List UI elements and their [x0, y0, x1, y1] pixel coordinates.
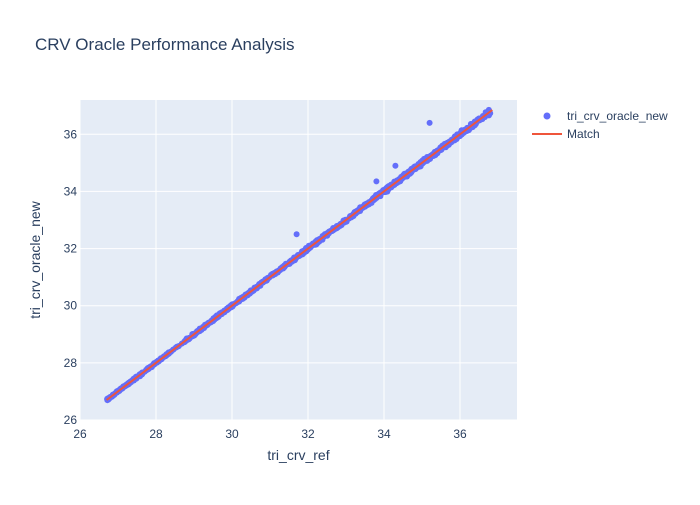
y-axis-title: tri_crv_oracle_new: [27, 200, 43, 318]
x-tick-label: 26: [73, 427, 87, 441]
y-tick-labels: 26 28 30 32 34 36: [64, 127, 78, 427]
x-tick-label: 36: [453, 427, 467, 441]
y-tick-label: 28: [64, 356, 78, 370]
legend-item-match[interactable]: Match: [532, 127, 600, 141]
match-line-layer: [105, 109, 493, 401]
legend-label-points: tri_crv_oracle_new: [567, 109, 668, 123]
x-tick-label: 34: [377, 427, 391, 441]
x-tick-label: 28: [149, 427, 163, 441]
y-tick-label: 26: [64, 413, 78, 427]
chart-title: CRV Oracle Performance Analysis: [35, 35, 295, 54]
outlier-point[interactable]: [293, 231, 300, 238]
x-axis-title: tri_crv_ref: [267, 447, 329, 463]
outlier-point[interactable]: [392, 162, 399, 169]
outlier-point[interactable]: [373, 178, 380, 185]
y-tick-label: 32: [64, 242, 78, 256]
x-tick-label: 30: [225, 427, 239, 441]
match-line[interactable]: [105, 109, 493, 401]
outlier-point[interactable]: [426, 119, 433, 126]
x-tick-label: 32: [301, 427, 315, 441]
y-tick-label: 36: [64, 127, 78, 141]
y-tick-label: 34: [64, 184, 78, 198]
y-tick-label: 30: [64, 299, 78, 313]
legend-marker-points: [543, 112, 551, 120]
x-tick-labels: 26 28 30 32 34 36: [73, 427, 467, 441]
legend-item-points[interactable]: tri_crv_oracle_new: [543, 109, 669, 123]
legend: tri_crv_oracle_new Match: [532, 109, 668, 141]
legend-label-match: Match: [567, 127, 600, 141]
